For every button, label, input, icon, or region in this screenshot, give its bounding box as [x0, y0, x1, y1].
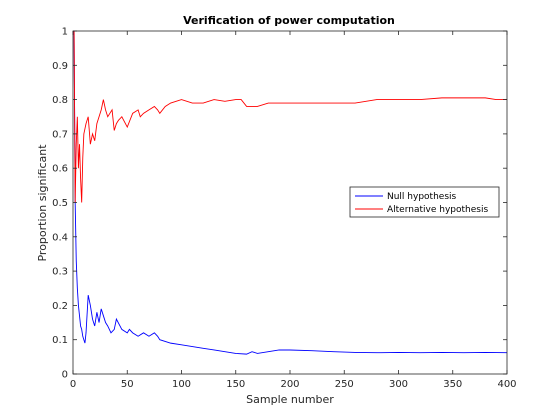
series-layer: [73, 30, 508, 355]
y-tick-label: 0.9: [52, 61, 68, 72]
y-tick-label: 0.6: [52, 164, 68, 175]
y-tick-label: 1: [62, 27, 68, 38]
y-tick-label: 0.7: [52, 129, 68, 140]
legend-box: [349, 186, 500, 218]
x-tick-label: 400: [497, 379, 516, 390]
legend: Null hypothesis Alternative hypothesis: [349, 186, 500, 218]
x-tick-label: 200: [280, 379, 299, 390]
y-tick-label: 0: [62, 370, 68, 381]
x-tick-label: 350: [443, 379, 462, 390]
x-tick-label: 0: [70, 379, 76, 390]
y-tick-label: 0.5: [52, 198, 68, 209]
x-tick-label: 150: [226, 379, 245, 390]
y-tick-label: 0.1: [52, 335, 68, 346]
legend-label-null: Null hypothesis: [387, 192, 457, 202]
x-tick-label: 50: [121, 379, 134, 390]
x-tick-label: 300: [389, 379, 408, 390]
x-axis-label: Sample number: [246, 393, 334, 406]
legend-label-alternative: Alternative hypothesis: [387, 205, 488, 215]
chart-title: Verification of power computation: [183, 14, 395, 27]
series-line-1: [73, 30, 507, 203]
tick-layer: 0 50 100 150 200 250 300 350 400 0 0.1 0.2 0.3 0.4 0.5…: [52, 27, 516, 391]
y-tick-label: 0.3: [52, 267, 68, 278]
y-tick-label: 0.8: [52, 95, 68, 106]
x-tick-label: 250: [335, 379, 354, 390]
y-tick-label: 0.4: [52, 232, 68, 243]
x-tick-label: 100: [172, 379, 191, 390]
y-tick-label: 0.2: [52, 301, 68, 312]
y-axis-label: Proportion significant: [36, 144, 49, 262]
series-line-0: [73, 30, 508, 355]
